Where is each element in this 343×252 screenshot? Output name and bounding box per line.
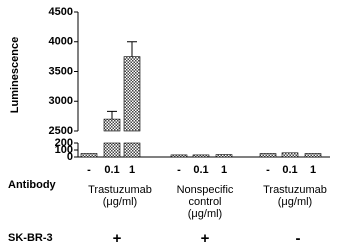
group-label: (μg/ml) <box>103 196 137 208</box>
cell-line-sign: + <box>201 230 210 247</box>
bar <box>103 118 121 132</box>
bar <box>259 153 277 158</box>
group-label: Nonspecific <box>177 184 234 196</box>
group-label: Trastuzumab <box>88 184 152 196</box>
group-label: control <box>188 196 221 208</box>
bar <box>80 153 98 158</box>
bar <box>192 154 210 158</box>
bar <box>281 152 299 158</box>
x-tick-label: 1 <box>310 164 316 176</box>
bar <box>170 154 188 158</box>
y-tick-label: 0 <box>67 151 73 163</box>
x-tick-label: - <box>87 164 91 176</box>
bar <box>123 56 141 132</box>
y-tick-label: 100 <box>55 144 73 156</box>
bar <box>304 153 322 158</box>
error-bar <box>127 41 137 57</box>
cell-line-sign: + <box>113 230 122 247</box>
bar <box>123 142 141 158</box>
x-tick-label: - <box>266 164 270 176</box>
y-tick-label: 3000 <box>49 95 73 107</box>
y-tick-label: 4500 <box>49 6 73 18</box>
group-label: (μg/ml) <box>278 196 312 208</box>
x-tick-label: 1 <box>221 164 227 176</box>
x-tick-label: 0.1 <box>104 164 119 176</box>
error-bar <box>107 110 117 120</box>
y-tick-label: 4000 <box>49 36 73 48</box>
x-tick-label: - <box>177 164 181 176</box>
x-tick-label: 1 <box>129 164 135 176</box>
y-axis-label: Luminescence <box>9 37 21 113</box>
bar <box>103 142 121 158</box>
x-tick-label: 0.1 <box>193 164 208 176</box>
y-tick-label: 3500 <box>49 65 73 77</box>
bar <box>215 154 233 158</box>
y-tick-label: 200 <box>55 137 73 149</box>
group-label: (μg/ml) <box>188 208 222 220</box>
group-label: Trastuzumab <box>263 184 327 196</box>
x-tick-label: 0.1 <box>282 164 297 176</box>
cell-line-sign: - <box>296 230 301 247</box>
row-label: Antibody <box>8 179 57 191</box>
y-tick-label: 2500 <box>49 125 73 137</box>
row-label: SK-BR-3 <box>8 232 53 244</box>
